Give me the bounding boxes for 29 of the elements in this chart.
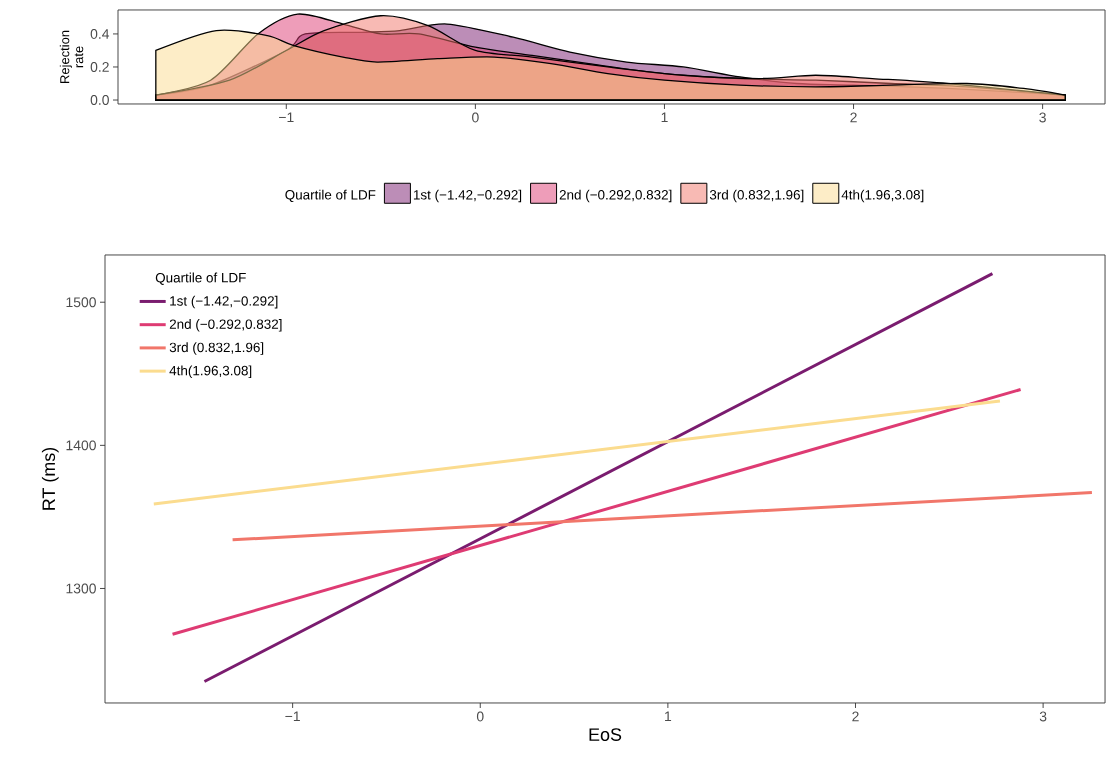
x-tick-label: 2 xyxy=(850,112,857,123)
legend-label: 4th(1.96,3.08] xyxy=(169,365,252,379)
legend-label: 1st (−1.42,−0.292] xyxy=(413,189,522,203)
legend-label: 4th(1.96,3.08] xyxy=(841,189,924,203)
x-tick-label: 0 xyxy=(472,112,479,123)
legend-label: 2nd (−0.292,0.832] xyxy=(559,189,672,203)
y-tick-label: 1400 xyxy=(66,440,96,451)
legend-label: 2nd (−0.292,0.832] xyxy=(169,319,282,332)
y-tick-label: 0.4 xyxy=(90,28,110,39)
y-axis-title: RT (ms) xyxy=(41,447,59,510)
legend-label: 3rd (0.832,1.96] xyxy=(169,342,264,355)
legend-label: 3rd (0.832,1.96] xyxy=(709,189,804,203)
y-tick-label: 1500 xyxy=(66,297,96,308)
x-tick-label: 3 xyxy=(1039,711,1047,722)
x-tick-label: −1 xyxy=(279,112,294,123)
x-tick-label: 1 xyxy=(661,112,668,123)
y-axis-title: Rejection rate xyxy=(59,30,84,83)
y-tick-label: 0.2 xyxy=(90,62,109,72)
legend-title: Quartile of LDF xyxy=(155,272,246,285)
y-tick-label: 0.0 xyxy=(90,95,109,105)
legend-title: Quartile of LDF xyxy=(285,189,376,202)
x-axis-title: EoS xyxy=(589,728,622,741)
x-tick-label: −1 xyxy=(285,711,300,722)
x-tick-label: 3 xyxy=(1039,112,1046,123)
legend-label: 1st (−1.42,−0.292] xyxy=(170,295,278,309)
x-tick-label: 0 xyxy=(476,711,484,722)
x-tick-label: 1 xyxy=(665,711,672,722)
x-tick-label: 2 xyxy=(852,711,859,722)
y-tick-label: 1300 xyxy=(66,583,96,594)
